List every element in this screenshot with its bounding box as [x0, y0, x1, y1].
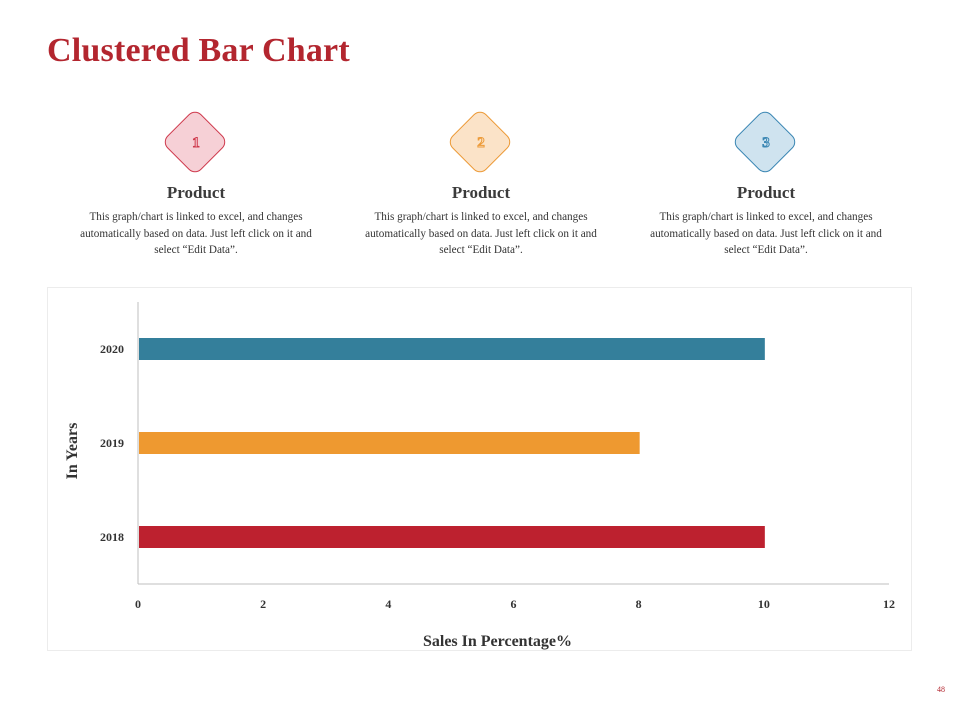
- product-heading-2: Product: [451, 183, 511, 202]
- x-tick-label-8: 8: [636, 597, 642, 611]
- product-heading-1: Product: [166, 183, 226, 202]
- product-description-1: This graph/chart is linked to excel, and…: [80, 211, 312, 256]
- bar-2020: [139, 338, 765, 360]
- x-tick-label-0: 0: [135, 597, 141, 611]
- badge-number-2: 2: [477, 135, 486, 152]
- bar-2019: [139, 432, 640, 454]
- x-tick-label-6: 6: [511, 597, 517, 611]
- product-description-2: This graph/chart is linked to excel, and…: [365, 211, 597, 256]
- number-badge-2: 2: [443, 105, 519, 181]
- bar-2018: [139, 526, 765, 548]
- y-tick-label-2018: 2018: [100, 530, 124, 544]
- number-badge-1: 1: [158, 105, 234, 181]
- page-number: 48: [937, 685, 945, 694]
- slide-title: Clustered Bar Chart: [47, 32, 350, 69]
- y-tick-label-2020: 2020: [100, 342, 124, 356]
- x-tick-label-12: 12: [883, 597, 895, 611]
- x-tick-label-10: 10: [758, 597, 770, 611]
- bar-chart: 2018 2019 2020 0 2 4 6 8 10 12 Sales In Percentage…: [64, 302, 895, 650]
- x-tick-label-2: 2: [260, 597, 266, 611]
- product-heading-3: Product: [736, 183, 796, 202]
- y-axis-title: In Years: [64, 423, 81, 480]
- x-axis-title: Sales In Percentage%: [423, 633, 572, 650]
- product-card-2: 2 Product This graph/chart is linked to …: [346, 105, 616, 259]
- badge-number-3: 3: [762, 135, 771, 152]
- product-card-1: 1 Product This graph/chart is linked to …: [61, 105, 331, 259]
- product-card-3: 3 Product This graph/chart is linked to …: [631, 105, 901, 259]
- x-tick-label-4: 4: [385, 597, 391, 611]
- number-badge-3: 3: [728, 105, 804, 181]
- product-description-3: This graph/chart is linked to excel, and…: [650, 211, 882, 256]
- y-tick-label-2019: 2019: [100, 436, 124, 450]
- chart-container: 2018 2019 2020 0 2 4 6 8 10 12 Sales In Percentage…: [47, 287, 912, 651]
- badge-number-1: 1: [192, 135, 201, 152]
